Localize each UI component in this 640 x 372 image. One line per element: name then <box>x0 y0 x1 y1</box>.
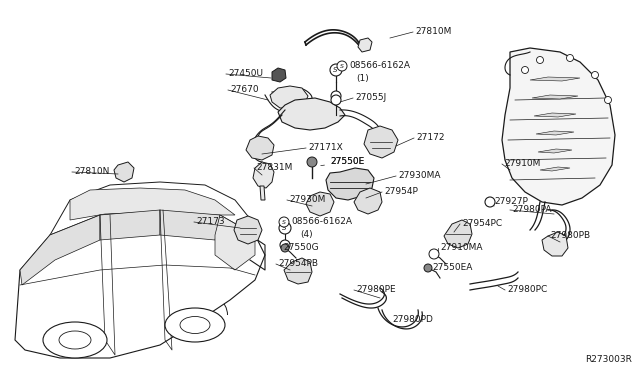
Text: 27810N: 27810N <box>74 167 109 176</box>
Circle shape <box>566 55 573 61</box>
Polygon shape <box>215 215 255 270</box>
Text: 27954PC: 27954PC <box>462 219 502 228</box>
Circle shape <box>536 57 543 64</box>
Text: 27980PE: 27980PE <box>356 285 396 295</box>
Text: 27550E: 27550E <box>321 157 364 167</box>
Text: 27954P: 27954P <box>384 187 418 196</box>
Polygon shape <box>540 167 570 171</box>
Polygon shape <box>358 38 372 52</box>
Text: S: S <box>282 219 286 224</box>
Circle shape <box>279 217 289 227</box>
Circle shape <box>522 67 529 74</box>
Polygon shape <box>114 162 134 182</box>
Polygon shape <box>542 232 568 256</box>
Polygon shape <box>444 220 472 248</box>
Polygon shape <box>234 216 262 244</box>
Text: 27930M: 27930M <box>289 196 325 205</box>
Circle shape <box>279 222 291 234</box>
Polygon shape <box>364 126 398 158</box>
Text: S: S <box>340 64 344 68</box>
Text: 27171X: 27171X <box>308 144 343 153</box>
Text: 27173: 27173 <box>196 218 225 227</box>
Ellipse shape <box>180 317 210 334</box>
Text: 27550EA: 27550EA <box>432 263 472 273</box>
Polygon shape <box>502 48 615 205</box>
Polygon shape <box>70 188 235 220</box>
Text: 27954PB: 27954PB <box>278 260 318 269</box>
Text: 27980PC: 27980PC <box>507 285 547 295</box>
Text: R273003R: R273003R <box>585 355 632 364</box>
Polygon shape <box>246 136 274 160</box>
Polygon shape <box>278 98 345 130</box>
Polygon shape <box>272 68 286 82</box>
Circle shape <box>331 91 341 101</box>
Circle shape <box>337 61 347 71</box>
Circle shape <box>331 95 341 105</box>
Polygon shape <box>50 182 255 235</box>
Text: 27930MA: 27930MA <box>398 171 440 180</box>
Polygon shape <box>20 215 100 285</box>
Polygon shape <box>536 131 574 135</box>
Text: 27980PA: 27980PA <box>512 205 552 215</box>
Ellipse shape <box>165 308 225 342</box>
Polygon shape <box>354 188 382 214</box>
Circle shape <box>330 64 342 76</box>
Text: S: S <box>282 225 287 231</box>
Polygon shape <box>100 210 160 240</box>
Circle shape <box>605 96 611 103</box>
Polygon shape <box>306 192 334 216</box>
Polygon shape <box>534 113 576 117</box>
Text: 27450U: 27450U <box>228 70 263 78</box>
Text: 08566-6162A: 08566-6162A <box>349 61 410 71</box>
Ellipse shape <box>59 331 91 349</box>
Text: 27550E: 27550E <box>330 157 364 167</box>
Polygon shape <box>270 86 308 108</box>
Polygon shape <box>160 210 220 240</box>
Polygon shape <box>326 168 374 200</box>
Text: 27550G: 27550G <box>283 244 319 253</box>
Circle shape <box>281 244 289 252</box>
Circle shape <box>280 240 290 250</box>
Text: 08566-6162A: 08566-6162A <box>291 218 352 227</box>
Text: 27980PB: 27980PB <box>550 231 590 241</box>
Text: 27927P: 27927P <box>494 198 528 206</box>
Polygon shape <box>538 149 572 153</box>
Text: 27980PD: 27980PD <box>392 315 433 324</box>
Polygon shape <box>532 95 578 99</box>
Polygon shape <box>253 162 274 188</box>
Text: 27172: 27172 <box>416 134 445 142</box>
Polygon shape <box>530 77 580 81</box>
Text: (4): (4) <box>300 230 312 238</box>
Ellipse shape <box>43 322 107 358</box>
Text: (1): (1) <box>356 74 369 83</box>
Polygon shape <box>15 210 265 358</box>
Circle shape <box>429 249 439 259</box>
Text: 27810M: 27810M <box>415 28 451 36</box>
Text: S: S <box>333 67 337 73</box>
Circle shape <box>591 71 598 78</box>
Text: 27055J: 27055J <box>355 93 387 103</box>
Text: 27831M: 27831M <box>256 164 292 173</box>
Text: 27670: 27670 <box>230 86 259 94</box>
Text: 27910MA: 27910MA <box>440 244 483 253</box>
Text: 27910M: 27910M <box>504 160 540 169</box>
Circle shape <box>485 197 495 207</box>
Polygon shape <box>260 186 265 200</box>
Circle shape <box>424 264 432 272</box>
Circle shape <box>307 157 317 167</box>
Polygon shape <box>284 258 312 284</box>
